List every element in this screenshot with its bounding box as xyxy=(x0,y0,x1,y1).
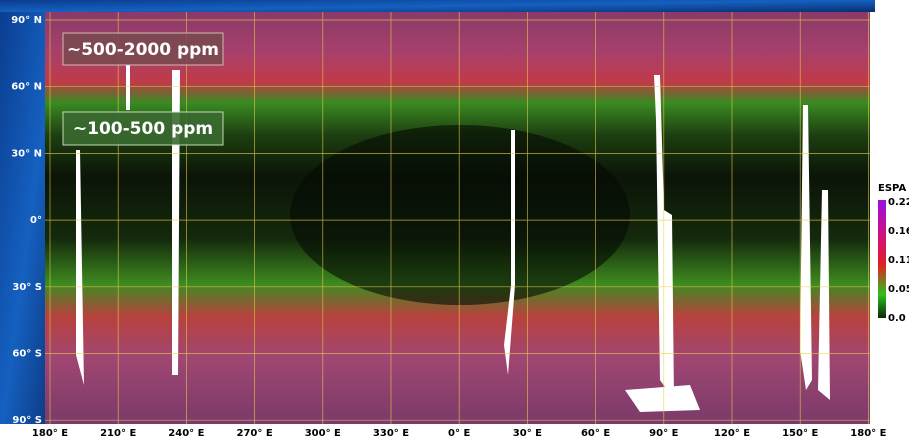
lon-label: 300° E xyxy=(305,428,341,439)
colorbar-label: 0.11 xyxy=(888,255,909,266)
lon-label: 60° E xyxy=(581,428,610,439)
lon-label: 270° E xyxy=(237,428,273,439)
lon-label: 120° E xyxy=(714,428,750,439)
lon-label: 210° E xyxy=(100,428,136,439)
lat-label: 90° N xyxy=(11,15,42,26)
colorbar-label: 0.22 xyxy=(888,197,909,208)
colorbar-label: 0.05 xyxy=(888,284,909,295)
lon-label: 330° E xyxy=(373,428,409,439)
colorbar-label: 0.16 xyxy=(888,226,909,237)
map-shading xyxy=(290,125,630,305)
lon-label: 180° E xyxy=(850,428,886,439)
lon-label: 240° E xyxy=(168,428,204,439)
callout-text: ~500-2000 ppm xyxy=(67,40,219,60)
lon-label: 0° E xyxy=(448,428,470,439)
lat-label: 90° S xyxy=(12,415,42,426)
callout: ~100-500 ppm xyxy=(63,112,223,145)
lat-label: 60° N xyxy=(11,82,42,93)
map-figure: ~500-2000 ppm ~100-500 ppm ESPA 90° N 60°… xyxy=(0,0,909,440)
callout-text: ~100-500 ppm xyxy=(73,119,213,139)
lat-label: 0° xyxy=(30,215,42,226)
lon-label: 180° E xyxy=(32,428,68,439)
lon-label: 30° E xyxy=(513,428,542,439)
lat-label: 30° N xyxy=(11,148,42,159)
background xyxy=(0,0,875,12)
callout: ~500-2000 ppm xyxy=(63,33,223,65)
lat-label: 30° S xyxy=(12,282,42,293)
colorbar-title: ESPA xyxy=(878,183,906,194)
lon-label: 150° E xyxy=(782,428,818,439)
screen: ~500-2000 ppm ~100-500 ppm ESPA 90° N 60°… xyxy=(0,0,909,440)
lon-label: 90° E xyxy=(649,428,678,439)
colorbar-label: 0.0 xyxy=(888,313,906,324)
colorbar xyxy=(878,200,886,318)
lat-label: 60° S xyxy=(12,349,42,360)
